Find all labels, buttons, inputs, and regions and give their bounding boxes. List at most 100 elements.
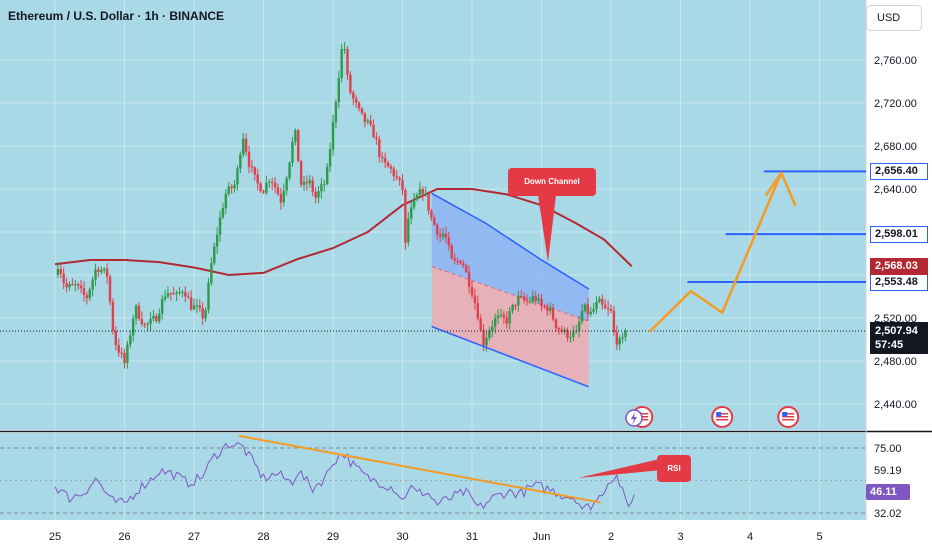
- candle-body: [166, 293, 170, 297]
- candle-body: [337, 78, 340, 103]
- candle-body: [158, 313, 161, 322]
- currency-button[interactable]: USD: [866, 5, 922, 31]
- candle-body: [621, 337, 624, 339]
- candle-body: [262, 191, 265, 193]
- candle-body: [270, 181, 274, 183]
- candle-body: [149, 318, 152, 324]
- candle-body: [265, 182, 268, 193]
- candle-body: [247, 151, 251, 167]
- candle-body: [352, 92, 355, 99]
- candle-body: [412, 199, 416, 208]
- candle-body: [601, 298, 604, 305]
- flag-stripe: [782, 416, 795, 418]
- candle-body: [566, 329, 569, 338]
- candle-body: [424, 193, 427, 195]
- rsi-pane-background: [0, 433, 866, 520]
- candle-body: [210, 263, 213, 283]
- candle-body: [343, 48, 346, 50]
- candle-body: [360, 108, 364, 114]
- candle-body: [421, 188, 424, 194]
- date-tick-label: 29: [327, 531, 339, 543]
- candle-body: [94, 269, 97, 280]
- candle-body: [108, 276, 112, 302]
- candle-body: [187, 296, 190, 298]
- candle-body: [476, 303, 479, 319]
- date-tick-label: 27: [188, 531, 200, 543]
- price-tick-label: 2,480.00: [874, 356, 917, 368]
- date-tick-label: 25: [49, 531, 61, 543]
- candle-body: [189, 297, 193, 310]
- candle-body: [346, 48, 349, 75]
- candle-body: [467, 271, 471, 287]
- countdown-label: 57:45: [875, 338, 904, 351]
- candle-body: [433, 217, 436, 225]
- price-tick-label: 2,440.00: [874, 399, 917, 411]
- candle-body: [395, 176, 398, 178]
- candle-body: [589, 311, 592, 315]
- candle-body: [415, 194, 419, 200]
- candle-body: [595, 301, 598, 310]
- date-tick-label: 3: [677, 531, 683, 543]
- rsi-line: [54, 441, 635, 512]
- candle-body: [580, 310, 584, 322]
- candle-body: [543, 306, 546, 308]
- current-price-label: 2,507.94 57:45: [870, 321, 928, 354]
- candle-body: [407, 218, 410, 243]
- rsi-trendline: [238, 434, 601, 504]
- candle-body: [514, 305, 517, 307]
- flag-stripe: [716, 416, 729, 418]
- candle-body: [366, 120, 369, 122]
- candle-body: [372, 124, 375, 138]
- candle-body: [68, 283, 71, 288]
- candle-body: [470, 286, 474, 296]
- flag-stripe: [716, 419, 729, 421]
- candle-body: [175, 292, 178, 294]
- candle-body: [305, 182, 309, 184]
- date-tick-label: 30: [396, 531, 408, 543]
- candle-body: [323, 183, 326, 185]
- candle-body: [97, 269, 100, 273]
- candle-body: [317, 191, 320, 198]
- candle-body: [531, 295, 535, 302]
- candle-body: [276, 187, 280, 195]
- candle-body: [482, 330, 485, 346]
- candle-body: [496, 315, 500, 319]
- candle-body: [557, 328, 561, 330]
- candle-body: [444, 233, 448, 238]
- candle-body: [326, 166, 329, 184]
- candle-body: [178, 292, 181, 294]
- candle-body: [438, 234, 442, 237]
- rsi-tick-label: 75.00: [874, 443, 902, 455]
- candle-body: [123, 353, 126, 363]
- candle-body: [105, 268, 109, 277]
- candle-body: [462, 263, 465, 266]
- channel-upper-line: [431, 192, 590, 290]
- candle-body: [268, 181, 271, 183]
- flag-stripe: [782, 413, 795, 415]
- candle-body: [534, 295, 537, 301]
- down-channel-callout: Down Channel: [508, 168, 596, 196]
- channel-lower-zone: [431, 266, 589, 387]
- candle-body: [499, 314, 503, 316]
- candle-body: [56, 269, 60, 275]
- candle-body: [583, 304, 587, 311]
- candle-body: [349, 74, 352, 93]
- candle-body: [120, 352, 123, 354]
- candle-body: [505, 317, 508, 324]
- channel-upper-zone: [431, 193, 589, 322]
- rsi-callout-pointer: [578, 459, 662, 478]
- candle-body: [181, 292, 184, 294]
- candle-body: [230, 186, 233, 189]
- candle-body: [91, 279, 94, 290]
- candle-body: [198, 305, 201, 308]
- candle-body: [239, 154, 242, 169]
- candle-body: [465, 265, 468, 272]
- candle-body: [375, 137, 378, 139]
- date-tick-label: 2: [608, 531, 614, 543]
- candle-body: [172, 293, 175, 295]
- candle-body: [572, 331, 575, 338]
- date-tick-label: Jun: [533, 531, 551, 543]
- candle-body: [598, 298, 601, 302]
- candle-body: [299, 161, 303, 185]
